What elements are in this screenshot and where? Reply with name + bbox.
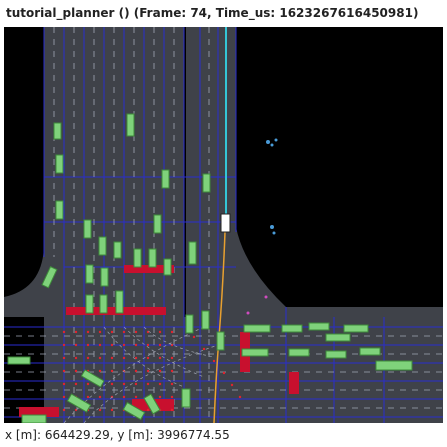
- vehicle: [202, 173, 211, 193]
- vehicle: [325, 350, 347, 359]
- vehicle: [375, 360, 413, 371]
- tracked-vehicles: [7, 113, 413, 423]
- vehicle: [216, 331, 225, 351]
- vehicle: [325, 333, 351, 342]
- lane-dividers: [4, 27, 443, 423]
- vehicle: [100, 267, 109, 287]
- vehicle: [343, 324, 369, 333]
- vehicle: [55, 154, 64, 174]
- vehicle: [308, 322, 330, 331]
- coordinate-readout: x [m]: 664429.29, y [m]: 3996774.55: [0, 423, 447, 447]
- vehicle: [53, 122, 62, 140]
- pedestrian-icon: [246, 295, 268, 315]
- vehicle: [80, 369, 105, 388]
- vehicle: [115, 290, 124, 314]
- vehicle: [126, 113, 135, 137]
- map-viewport[interactable]: [4, 27, 443, 423]
- vehicle: [288, 348, 310, 357]
- vehicle: [85, 264, 94, 284]
- vehicle: [122, 401, 146, 421]
- map-canvas[interactable]: [4, 27, 443, 423]
- vehicle: [133, 248, 142, 268]
- lane-boundaries: [4, 27, 443, 423]
- vehicle: [188, 241, 197, 265]
- vehicle: [55, 200, 64, 220]
- vehicle: [359, 347, 381, 356]
- vehicle: [161, 169, 170, 189]
- vehicle: [181, 388, 191, 408]
- vehicle: [243, 324, 271, 333]
- turn-paths: [63, 326, 219, 423]
- vehicle: [7, 356, 31, 365]
- vehicle: [83, 219, 92, 239]
- window-title: tutorial_planner () (Frame: 74, Time_us:…: [0, 0, 447, 27]
- ego-vehicle-icon[interactable]: [220, 213, 231, 233]
- vehicle: [241, 348, 269, 357]
- vehicle: [41, 266, 58, 289]
- pedestrian-icon: [266, 138, 278, 235]
- vehicle: [185, 314, 194, 334]
- vehicle: [148, 248, 157, 268]
- vehicle: [163, 258, 172, 276]
- vehicle: [98, 236, 107, 256]
- vehicle: [143, 393, 161, 415]
- vehicle: [113, 241, 122, 259]
- vehicle: [281, 324, 303, 333]
- vehicle: [201, 310, 210, 330]
- vehicle: [153, 214, 162, 234]
- vehicle: [21, 414, 47, 423]
- vehicle: [99, 294, 108, 314]
- vehicle: [66, 393, 92, 413]
- vehicle: [85, 294, 94, 314]
